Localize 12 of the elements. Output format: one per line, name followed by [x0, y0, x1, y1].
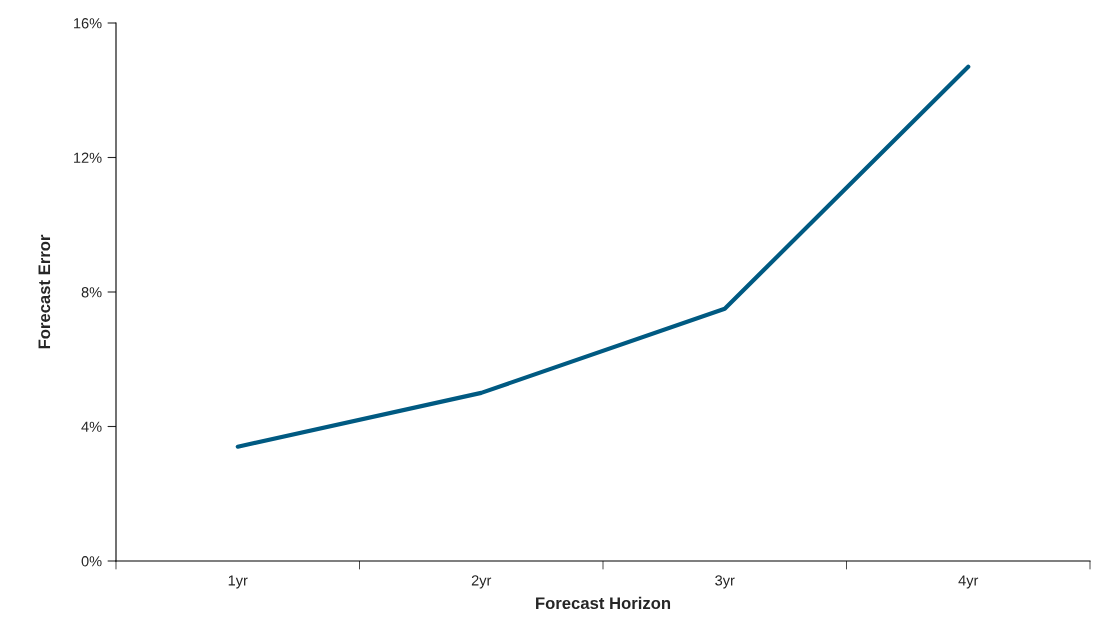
- x-tick-label: 2yr: [471, 575, 492, 589]
- y-axis-title: Forecast Error: [38, 234, 51, 349]
- y-tick-label: 0%: [81, 556, 102, 567]
- y-tick-label: 8%: [81, 287, 102, 298]
- x-axis-title: Forecast Horizon: [536, 596, 671, 610]
- x-tick-label: 4yr: [958, 575, 979, 589]
- x-tick-label: 3yr: [715, 575, 735, 589]
- line-series: [235, 64, 971, 449]
- y-tick-label: 12%: [74, 152, 102, 163]
- y-tick-label: 16%: [74, 18, 102, 29]
- x-tick-label: 1yr: [228, 575, 248, 589]
- y-tick-label: 4%: [81, 421, 102, 432]
